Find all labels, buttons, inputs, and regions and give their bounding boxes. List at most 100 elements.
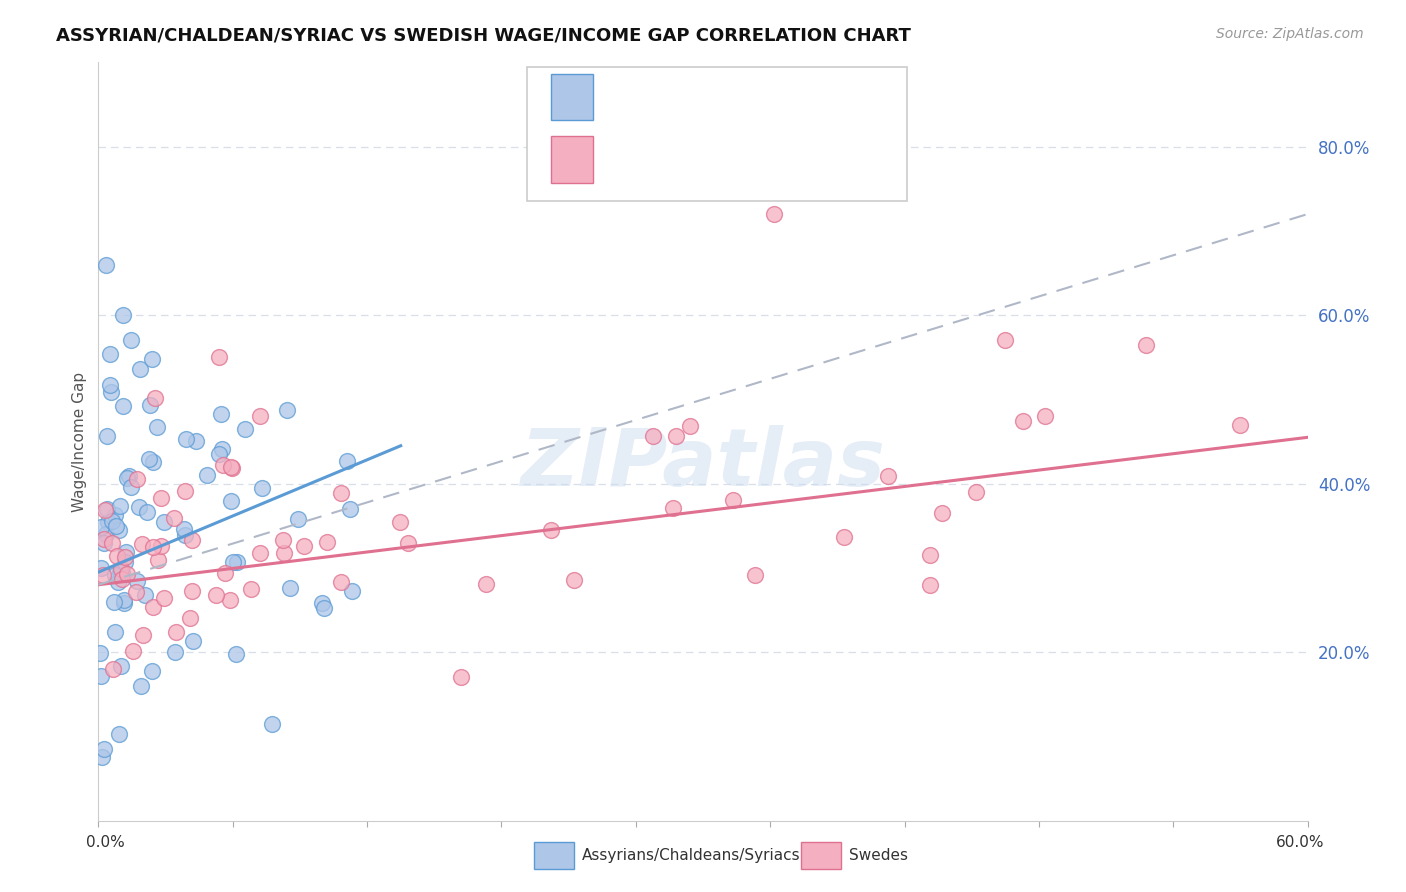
Point: [104, 567, 127, 582]
Point: [209, 407, 232, 421]
Point: [292, 539, 315, 553]
Point: [214, 566, 236, 580]
Point: [115, 566, 138, 581]
Point: [664, 429, 686, 443]
Point: [129, 679, 152, 693]
Point: [112, 592, 135, 607]
Point: [98, 347, 121, 361]
Point: [994, 334, 1017, 348]
Point: [142, 600, 165, 615]
Point: [208, 351, 231, 365]
Point: [127, 574, 149, 588]
Point: [94, 503, 117, 517]
Point: [475, 577, 498, 591]
Point: [90, 520, 112, 534]
Text: R = 0.451   N = 68: R = 0.451 N = 68: [605, 151, 775, 169]
Point: [249, 546, 271, 560]
Point: [139, 398, 162, 412]
Point: [97, 515, 120, 529]
Point: [330, 485, 353, 500]
Point: [141, 664, 163, 678]
Point: [104, 508, 127, 523]
Point: [110, 566, 132, 580]
Point: [562, 574, 585, 588]
Point: [108, 523, 131, 537]
Point: [128, 500, 150, 515]
Y-axis label: Wage/Income Gap: Wage/Income Gap: [72, 371, 87, 512]
Point: [101, 514, 124, 528]
Point: [396, 536, 419, 550]
Point: [124, 585, 146, 599]
Point: [173, 483, 195, 498]
Point: [163, 510, 186, 524]
Point: [205, 588, 228, 602]
Point: [110, 562, 132, 576]
Point: [136, 505, 159, 519]
Point: [138, 452, 160, 467]
Point: [108, 727, 131, 741]
Point: [219, 493, 242, 508]
Point: [103, 595, 125, 609]
Point: [225, 647, 247, 661]
Point: [114, 550, 136, 565]
Point: [101, 662, 124, 676]
Point: [111, 566, 134, 580]
Point: [128, 361, 150, 376]
Point: [117, 471, 139, 485]
Point: [122, 643, 145, 657]
Point: [389, 516, 412, 530]
Point: [142, 455, 165, 469]
Point: [111, 572, 134, 586]
Text: ASSYRIAN/CHALDEAN/SYRIAC VS SWEDISH WAGE/INCOME GAP CORRELATION CHART: ASSYRIAN/CHALDEAN/SYRIAC VS SWEDISH WAGE…: [56, 27, 911, 45]
Point: [312, 601, 335, 615]
Point: [219, 460, 242, 475]
Text: Source: ZipAtlas.com: Source: ZipAtlas.com: [1216, 27, 1364, 41]
Text: 60.0%: 60.0%: [1277, 836, 1324, 850]
Point: [120, 480, 142, 494]
Point: [222, 555, 245, 569]
Point: [90, 668, 112, 682]
Point: [181, 634, 204, 648]
Point: [721, 493, 744, 508]
Point: [120, 334, 142, 348]
Point: [153, 591, 176, 605]
Point: [920, 578, 942, 592]
Point: [315, 535, 337, 549]
Point: [94, 527, 117, 541]
Point: [93, 532, 115, 546]
Point: [104, 519, 127, 533]
Point: [643, 429, 665, 443]
Point: [240, 582, 263, 597]
Point: [339, 502, 361, 516]
Point: [146, 419, 169, 434]
Point: [965, 484, 987, 499]
Text: 0.0%: 0.0%: [86, 836, 125, 850]
Point: [540, 524, 562, 538]
Point: [249, 409, 271, 424]
Point: [179, 610, 201, 624]
Point: [311, 596, 333, 610]
Point: [153, 515, 176, 529]
Point: [115, 544, 138, 558]
Point: [131, 537, 153, 551]
Point: [104, 624, 127, 639]
Point: [250, 481, 273, 495]
Point: [195, 468, 218, 483]
Point: [212, 458, 235, 473]
Point: [235, 422, 257, 436]
Point: [1033, 409, 1056, 423]
Point: [96, 502, 118, 516]
Point: [450, 670, 472, 684]
Point: [89, 646, 111, 660]
Text: ZIPatlas: ZIPatlas: [520, 425, 886, 503]
Point: [93, 536, 115, 550]
Point: [134, 588, 156, 602]
Text: Swedes: Swedes: [849, 848, 908, 863]
Point: [276, 402, 298, 417]
Point: [221, 461, 243, 475]
Point: [141, 352, 163, 367]
Point: [174, 432, 197, 446]
Point: [287, 512, 309, 526]
Point: [174, 528, 197, 542]
Point: [100, 384, 122, 399]
